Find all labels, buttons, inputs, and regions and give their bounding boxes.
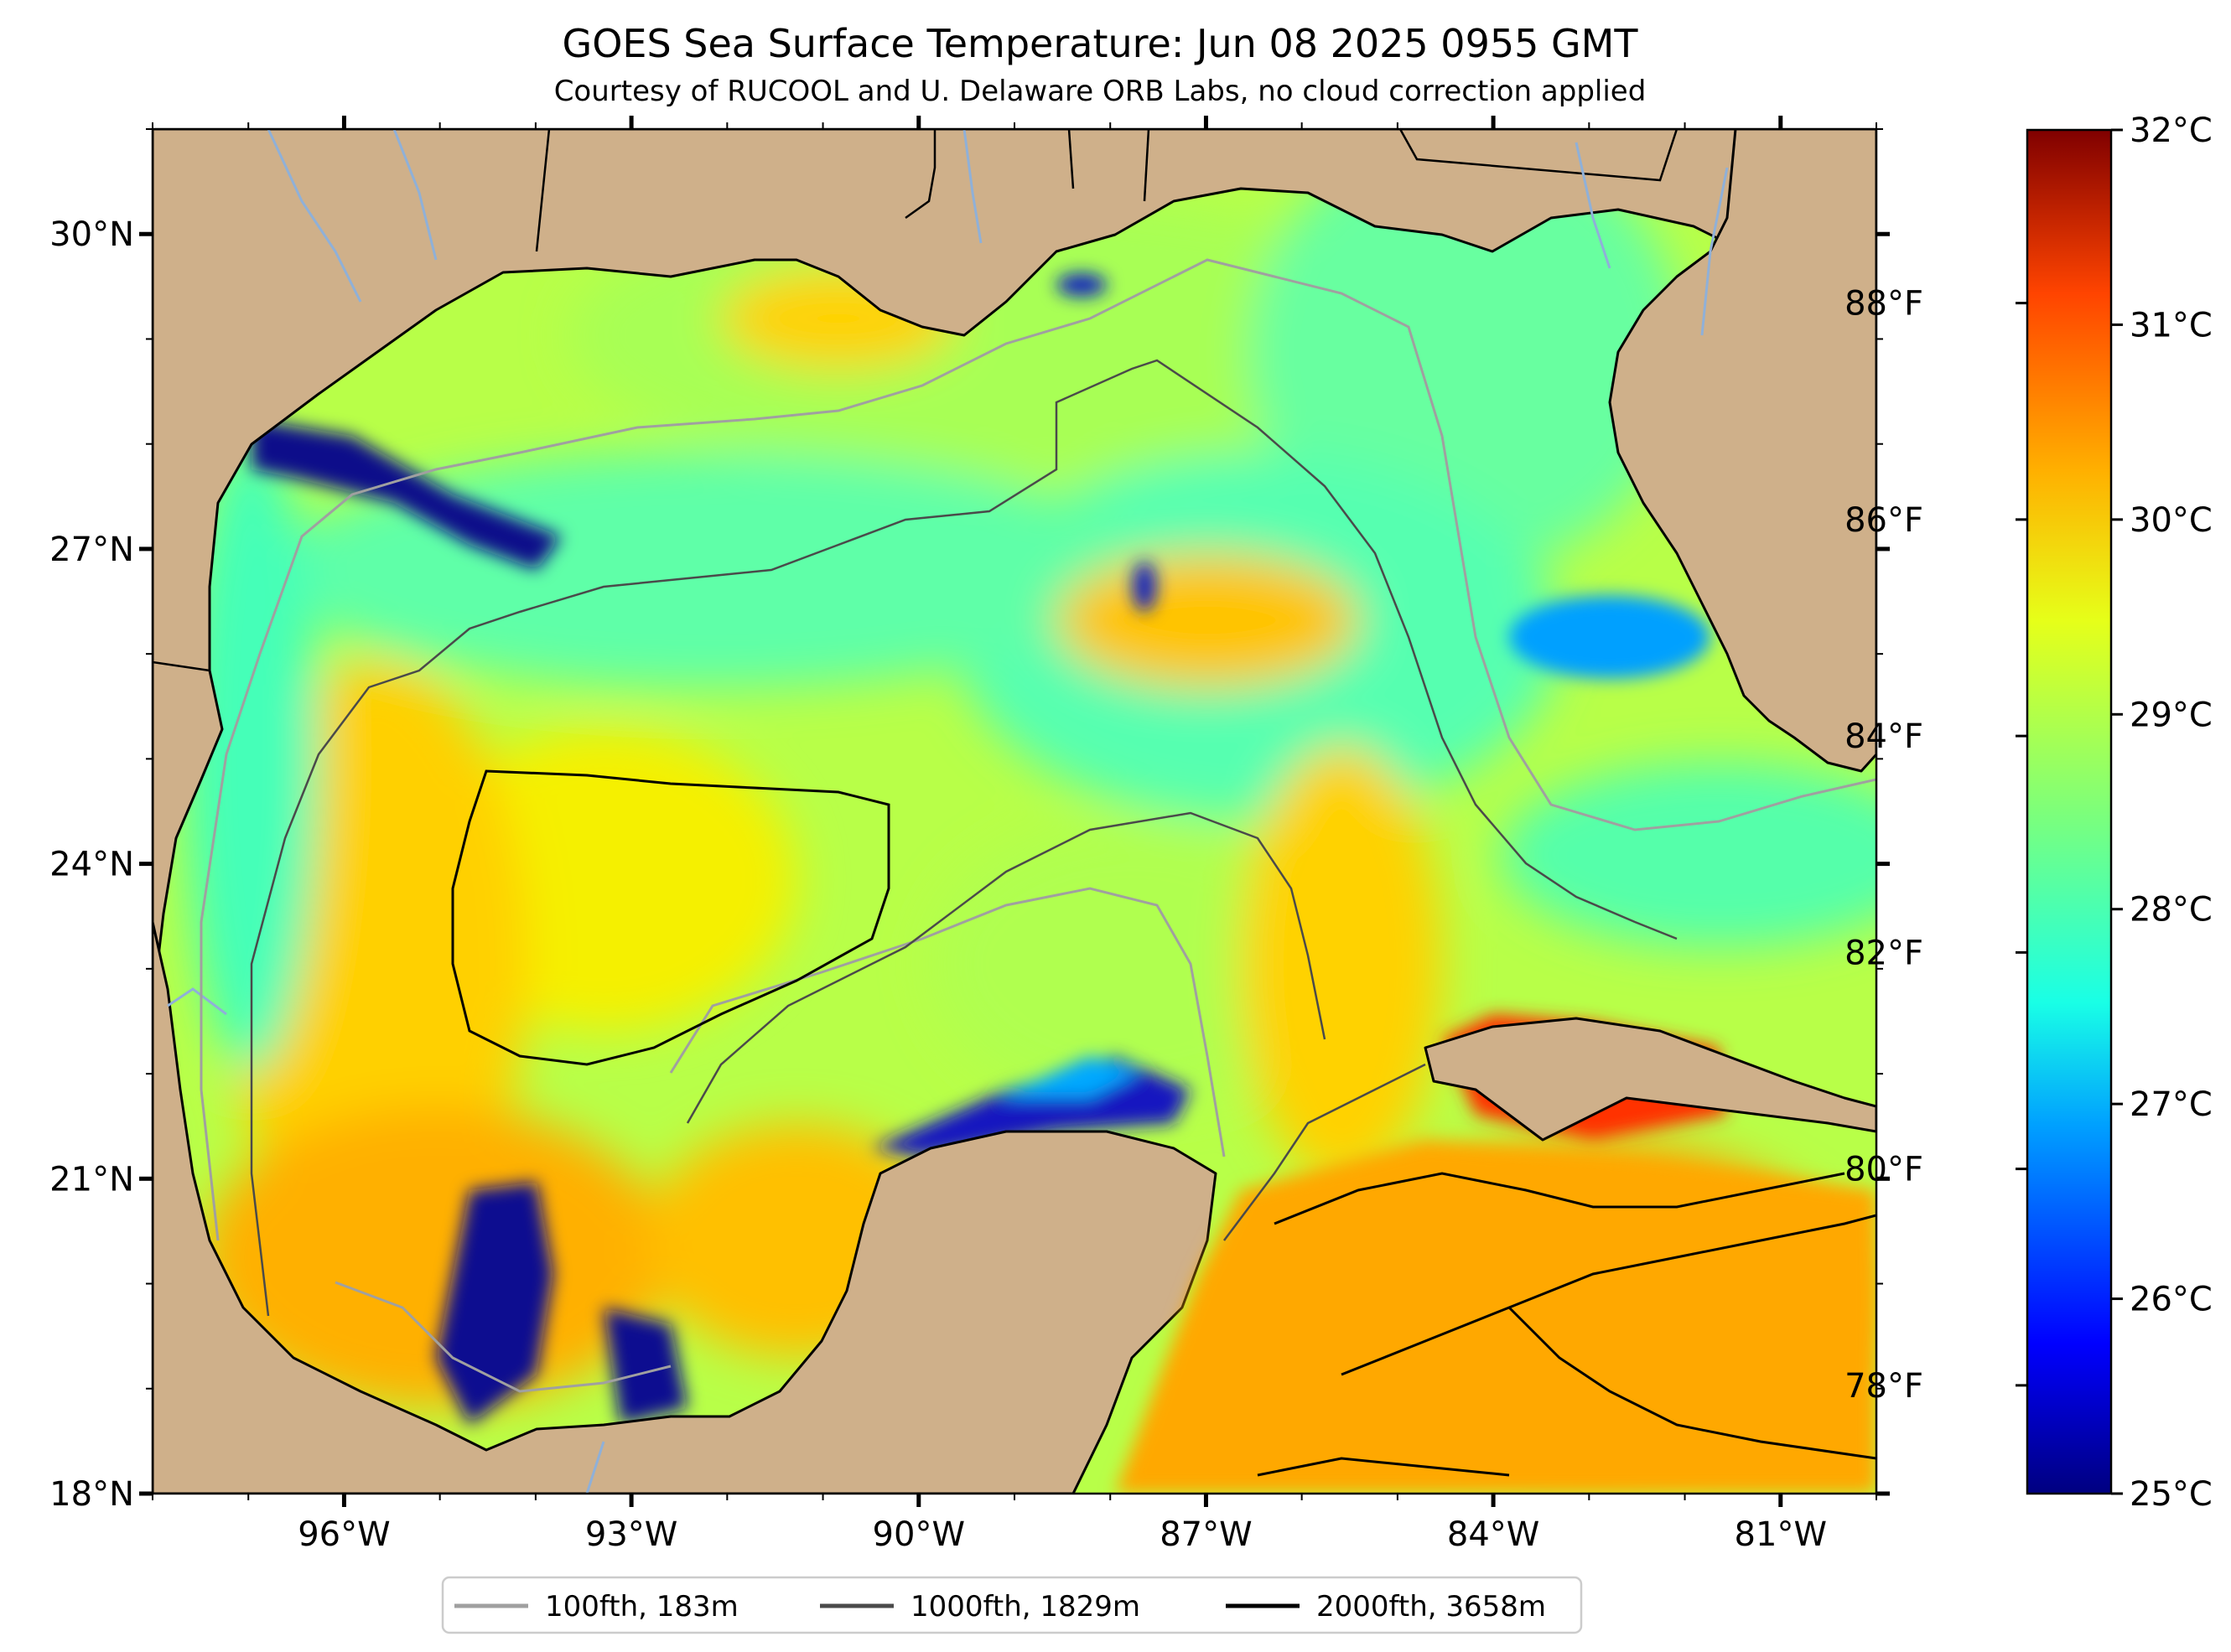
legend-box: [441, 1576, 1583, 1634]
lat-tick-label: 21°N: [49, 1160, 134, 1199]
map-title: GOES Sea Surface Temperature: Jun 08 202…: [563, 21, 1639, 66]
colorbar-celsius-ticks: 32°C 31°C 30°C 29°C 28°C 27°C 26°C 25°C: [2111, 111, 2213, 1514]
colorbar-f-label: 86°F: [1844, 501, 1923, 540]
lon-tick-label: 93°W: [585, 1515, 677, 1554]
bathymetry-100fth: [200, 258, 1876, 1393]
minor-ticks: [146, 122, 1883, 1500]
colorbar: 32°C 31°C 30°C 29°C 28°C 27°C 26°C 25°C 88°F 86°…: [1844, 111, 2213, 1514]
state-borders: [153, 129, 1678, 672]
lat-tick-label: 18°N: [49, 1475, 134, 1514]
lon-tick-label: 84°W: [1447, 1515, 1539, 1554]
colorbar-f-label: 88°F: [1844, 285, 1923, 324]
legend-label-100fth: 100fth, 183m: [545, 1590, 739, 1624]
bathymetry-2000fth: [451, 769, 1876, 1477]
colorbar-c-label: 30°C: [2130, 501, 2213, 540]
caribbean-sst: [1115, 1140, 1876, 1494]
colorbar-f-label: 80°F: [1844, 1151, 1923, 1189]
lat-tick-label: 27°N: [49, 531, 134, 569]
colorbar-f-label: 82°F: [1844, 934, 1923, 972]
colorbar-c-label: 29°C: [2130, 696, 2213, 734]
colorbar-f-label: 84°F: [1844, 717, 1923, 756]
cuba: [1424, 1017, 1876, 1142]
map-subtitle: Courtesy of RUCOOL and U. Delaware ORB L…: [554, 75, 1647, 108]
map-area: [153, 129, 1876, 1494]
colorbar-c-label: 28°C: [2130, 891, 2213, 930]
colorbar-fahrenheit-ticks: 88°F 86°F 84°F 82°F 80°F 78°F: [1844, 285, 2027, 1406]
lon-tick-label: 81°W: [1735, 1515, 1827, 1554]
colorbar-c-label: 32°C: [2130, 111, 2213, 150]
colorbar-f-label: 78°F: [1844, 1367, 1923, 1406]
colorbar-c-label: 31°C: [2130, 306, 2213, 344]
legend-label-2000fth: 2000fth, 3658m: [1316, 1590, 1546, 1624]
colorbar-gradient: [2026, 128, 2113, 1495]
legend-label-1000fth: 1000fth, 1829m: [911, 1590, 1140, 1624]
mexico-coast: [153, 920, 1217, 1494]
lat-tick-label: 30°N: [49, 215, 134, 254]
florida-peninsula: [1608, 129, 1876, 773]
colorbar-c-label: 25°C: [2130, 1475, 2213, 1514]
colorbar-c-label: 27°C: [2130, 1085, 2213, 1124]
colorbar-c-label: 26°C: [2130, 1281, 2213, 1319]
lon-tick-label: 87°W: [1160, 1515, 1252, 1554]
rivers: [167, 129, 1729, 1494]
bathymetry-1000fth: [250, 359, 1678, 1317]
lat-tick-label: 24°N: [49, 846, 134, 884]
legend: 100fth, 183m 1000fth, 1829m 2000fth, 365…: [441, 1576, 1583, 1634]
lon-tick-label: 90°W: [873, 1515, 965, 1554]
longitude-axis: 96°W 93°W 90°W 87°W 84°W 81°W: [298, 116, 1827, 1554]
lon-tick-label: 96°W: [298, 1515, 390, 1554]
